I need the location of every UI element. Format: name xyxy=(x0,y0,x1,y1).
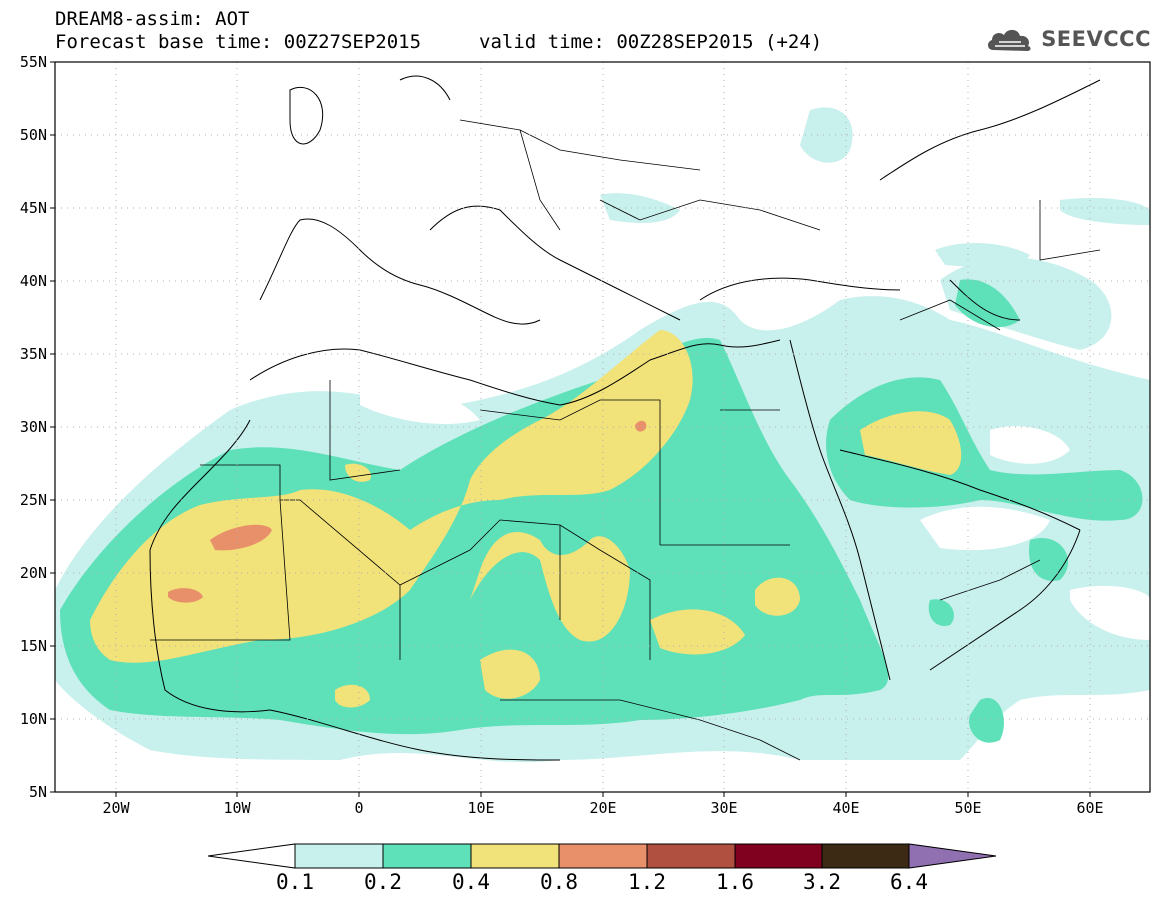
lon-label: 20E xyxy=(589,799,616,817)
colorbar-swatch-5 xyxy=(646,843,736,869)
tick-marks xyxy=(50,61,1091,797)
lon-label: 10E xyxy=(467,799,494,817)
lon-label: 40E xyxy=(832,799,859,817)
valid-time-label: valid time: 00Z28SEP2015 (+24) xyxy=(479,31,823,53)
cloud-icon xyxy=(988,29,1031,51)
colorbar-label: 3.2 xyxy=(803,870,841,894)
country-borders xyxy=(150,119,1101,761)
base-time-label: Forecast base time: 00Z27SEP2015 xyxy=(55,31,422,53)
logo-text: SEEVCCC xyxy=(1041,27,1151,51)
colorbar-swatch-6 xyxy=(734,843,823,869)
colorbar-swatch-8 xyxy=(908,843,997,869)
aot-0.8-fill xyxy=(168,420,647,603)
colorbar-label: 0.8 xyxy=(540,870,578,894)
lon-label: 10W xyxy=(223,799,251,817)
longitude-labels: 20W 10W 0 10E 20E 30E 40E 50E 60E xyxy=(102,799,1103,817)
lat-label: 30N xyxy=(20,418,47,436)
lat-label: 5N xyxy=(29,783,47,801)
aot-0.4-fill xyxy=(90,330,962,708)
colorbar-label: 0.1 xyxy=(276,870,314,894)
colorbar-label: 0.4 xyxy=(452,870,490,894)
colorbar-label: 1.6 xyxy=(716,870,754,894)
lat-label: 10N xyxy=(20,710,47,728)
aot-below-0.1-holes xyxy=(360,386,1150,640)
lat-label: 55N xyxy=(20,53,47,71)
aot-fields xyxy=(55,75,1150,763)
lat-label: 15N xyxy=(20,637,47,655)
map-subtitle: Forecast base time: 00Z27SEP2015 valid ti… xyxy=(55,31,822,53)
lon-label: 60E xyxy=(1076,799,1103,817)
colorbar-swatch-4 xyxy=(558,843,648,869)
lat-lon-grid xyxy=(55,62,1150,792)
map-title: DREAM8-assim: AOT xyxy=(55,8,250,30)
lat-label: 35N xyxy=(20,345,47,363)
lat-label: 20N xyxy=(20,564,47,582)
colorbar-swatch-3 xyxy=(470,843,560,869)
colorbar-label: 6.4 xyxy=(890,870,928,894)
latitude-labels: 55N 50N 45N 40N 35N 30N 25N 20N 15N 10N … xyxy=(20,53,47,801)
lat-label: 40N xyxy=(20,272,47,290)
lat-label: 45N xyxy=(20,199,47,217)
lon-label: 50E xyxy=(954,799,981,817)
colorbar-swatch-0 xyxy=(207,843,296,869)
lon-label: 30E xyxy=(710,799,737,817)
seevccc-logo: SEEVCCC xyxy=(985,24,1151,54)
colorbar-label: 1.2 xyxy=(628,870,666,894)
lon-label: 0 xyxy=(354,799,363,817)
colorbar-swatch-7 xyxy=(821,843,910,869)
colorbar xyxy=(207,843,997,869)
colorbar-label: 0.2 xyxy=(364,870,402,894)
lat-label: 25N xyxy=(20,491,47,509)
colorbar-swatch-1 xyxy=(294,843,384,869)
lat-label: 50N xyxy=(20,126,47,144)
coastlines xyxy=(149,75,1101,761)
lon-label: 20W xyxy=(102,799,130,817)
colorbar-swatch-2 xyxy=(382,843,472,869)
